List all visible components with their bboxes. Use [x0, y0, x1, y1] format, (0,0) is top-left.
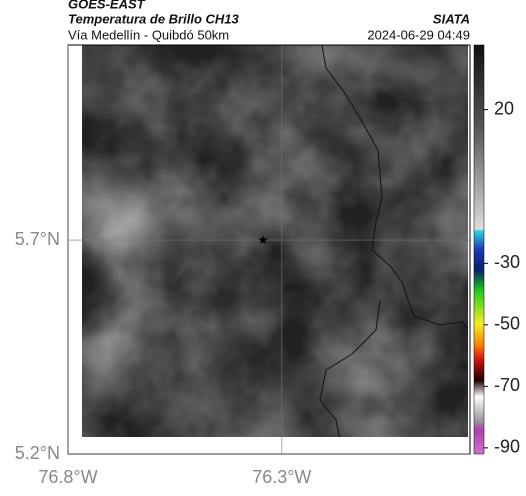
- y-tick-label: 5.7°N: [15, 229, 60, 249]
- borders: [319, 45, 468, 437]
- colorbar-tick-label: 20: [494, 98, 514, 118]
- location-marker: [258, 235, 268, 245]
- product: Temperatura de Brillo CH13: [68, 11, 240, 26]
- x-tick-label: 76.8°W: [38, 467, 97, 487]
- region: Vía Medellín - Quibdó 50km: [68, 27, 229, 42]
- y-tick-label: 5.2°N: [15, 443, 60, 463]
- source: SIATA: [433, 11, 470, 26]
- colorbar-tick-label: -30: [494, 252, 520, 272]
- colorbar-tick-label: -70: [494, 375, 520, 395]
- colorbar-tick-label: -50: [494, 314, 520, 334]
- imagery-clouds: [82, 45, 468, 437]
- colorbar: [473, 44, 485, 455]
- colorbar-tick-label: -90: [494, 437, 520, 457]
- satellite: GOES-EAST: [68, 0, 146, 11]
- x-tick-label: 76.3°W: [252, 467, 311, 487]
- timestamp: 2024-06-29 04:49: [367, 27, 470, 42]
